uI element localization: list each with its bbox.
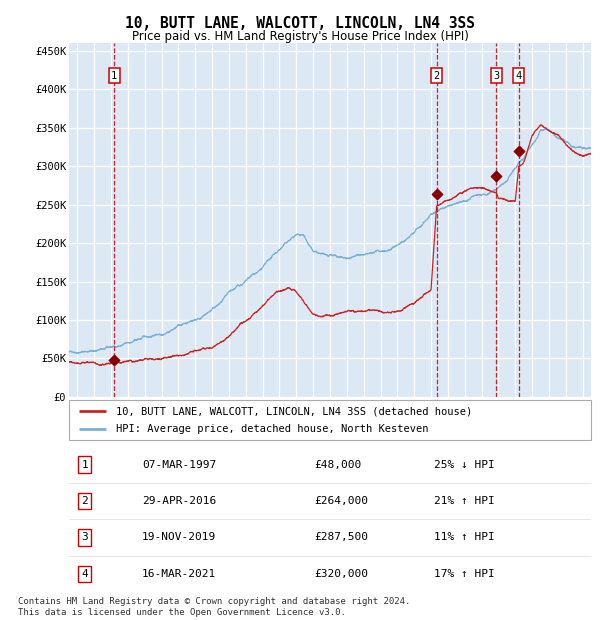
Text: 4: 4 bbox=[81, 569, 88, 579]
Text: Price paid vs. HM Land Registry's House Price Index (HPI): Price paid vs. HM Land Registry's House … bbox=[131, 30, 469, 43]
Text: 19-NOV-2019: 19-NOV-2019 bbox=[142, 533, 217, 542]
Text: 10, BUTT LANE, WALCOTT, LINCOLN, LN4 3SS (detached house): 10, BUTT LANE, WALCOTT, LINCOLN, LN4 3SS… bbox=[116, 406, 472, 416]
Text: 25% ↓ HPI: 25% ↓ HPI bbox=[434, 459, 495, 469]
FancyBboxPatch shape bbox=[69, 400, 591, 440]
Text: 2: 2 bbox=[433, 71, 440, 81]
Text: 10, BUTT LANE, WALCOTT, LINCOLN, LN4 3SS: 10, BUTT LANE, WALCOTT, LINCOLN, LN4 3SS bbox=[125, 16, 475, 30]
Text: £264,000: £264,000 bbox=[314, 496, 368, 506]
Point bbox=[432, 189, 442, 199]
Text: £320,000: £320,000 bbox=[314, 569, 368, 579]
Text: 17% ↑ HPI: 17% ↑ HPI bbox=[434, 569, 495, 579]
Text: £287,500: £287,500 bbox=[314, 533, 368, 542]
Point bbox=[514, 146, 524, 156]
Text: 1: 1 bbox=[81, 459, 88, 469]
Text: 16-MAR-2021: 16-MAR-2021 bbox=[142, 569, 217, 579]
Text: 4: 4 bbox=[515, 71, 522, 81]
Text: HPI: Average price, detached house, North Kesteven: HPI: Average price, detached house, Nort… bbox=[116, 424, 428, 434]
Text: 29-APR-2016: 29-APR-2016 bbox=[142, 496, 217, 506]
Text: 1: 1 bbox=[111, 71, 118, 81]
Point bbox=[491, 171, 501, 181]
Text: 3: 3 bbox=[493, 71, 499, 81]
Text: 07-MAR-1997: 07-MAR-1997 bbox=[142, 459, 217, 469]
Text: Contains HM Land Registry data © Crown copyright and database right 2024.
This d: Contains HM Land Registry data © Crown c… bbox=[18, 598, 410, 617]
Text: 3: 3 bbox=[81, 533, 88, 542]
Point bbox=[109, 355, 119, 365]
Text: 21% ↑ HPI: 21% ↑ HPI bbox=[434, 496, 495, 506]
Text: £48,000: £48,000 bbox=[314, 459, 362, 469]
Text: 2: 2 bbox=[81, 496, 88, 506]
Text: 11% ↑ HPI: 11% ↑ HPI bbox=[434, 533, 495, 542]
